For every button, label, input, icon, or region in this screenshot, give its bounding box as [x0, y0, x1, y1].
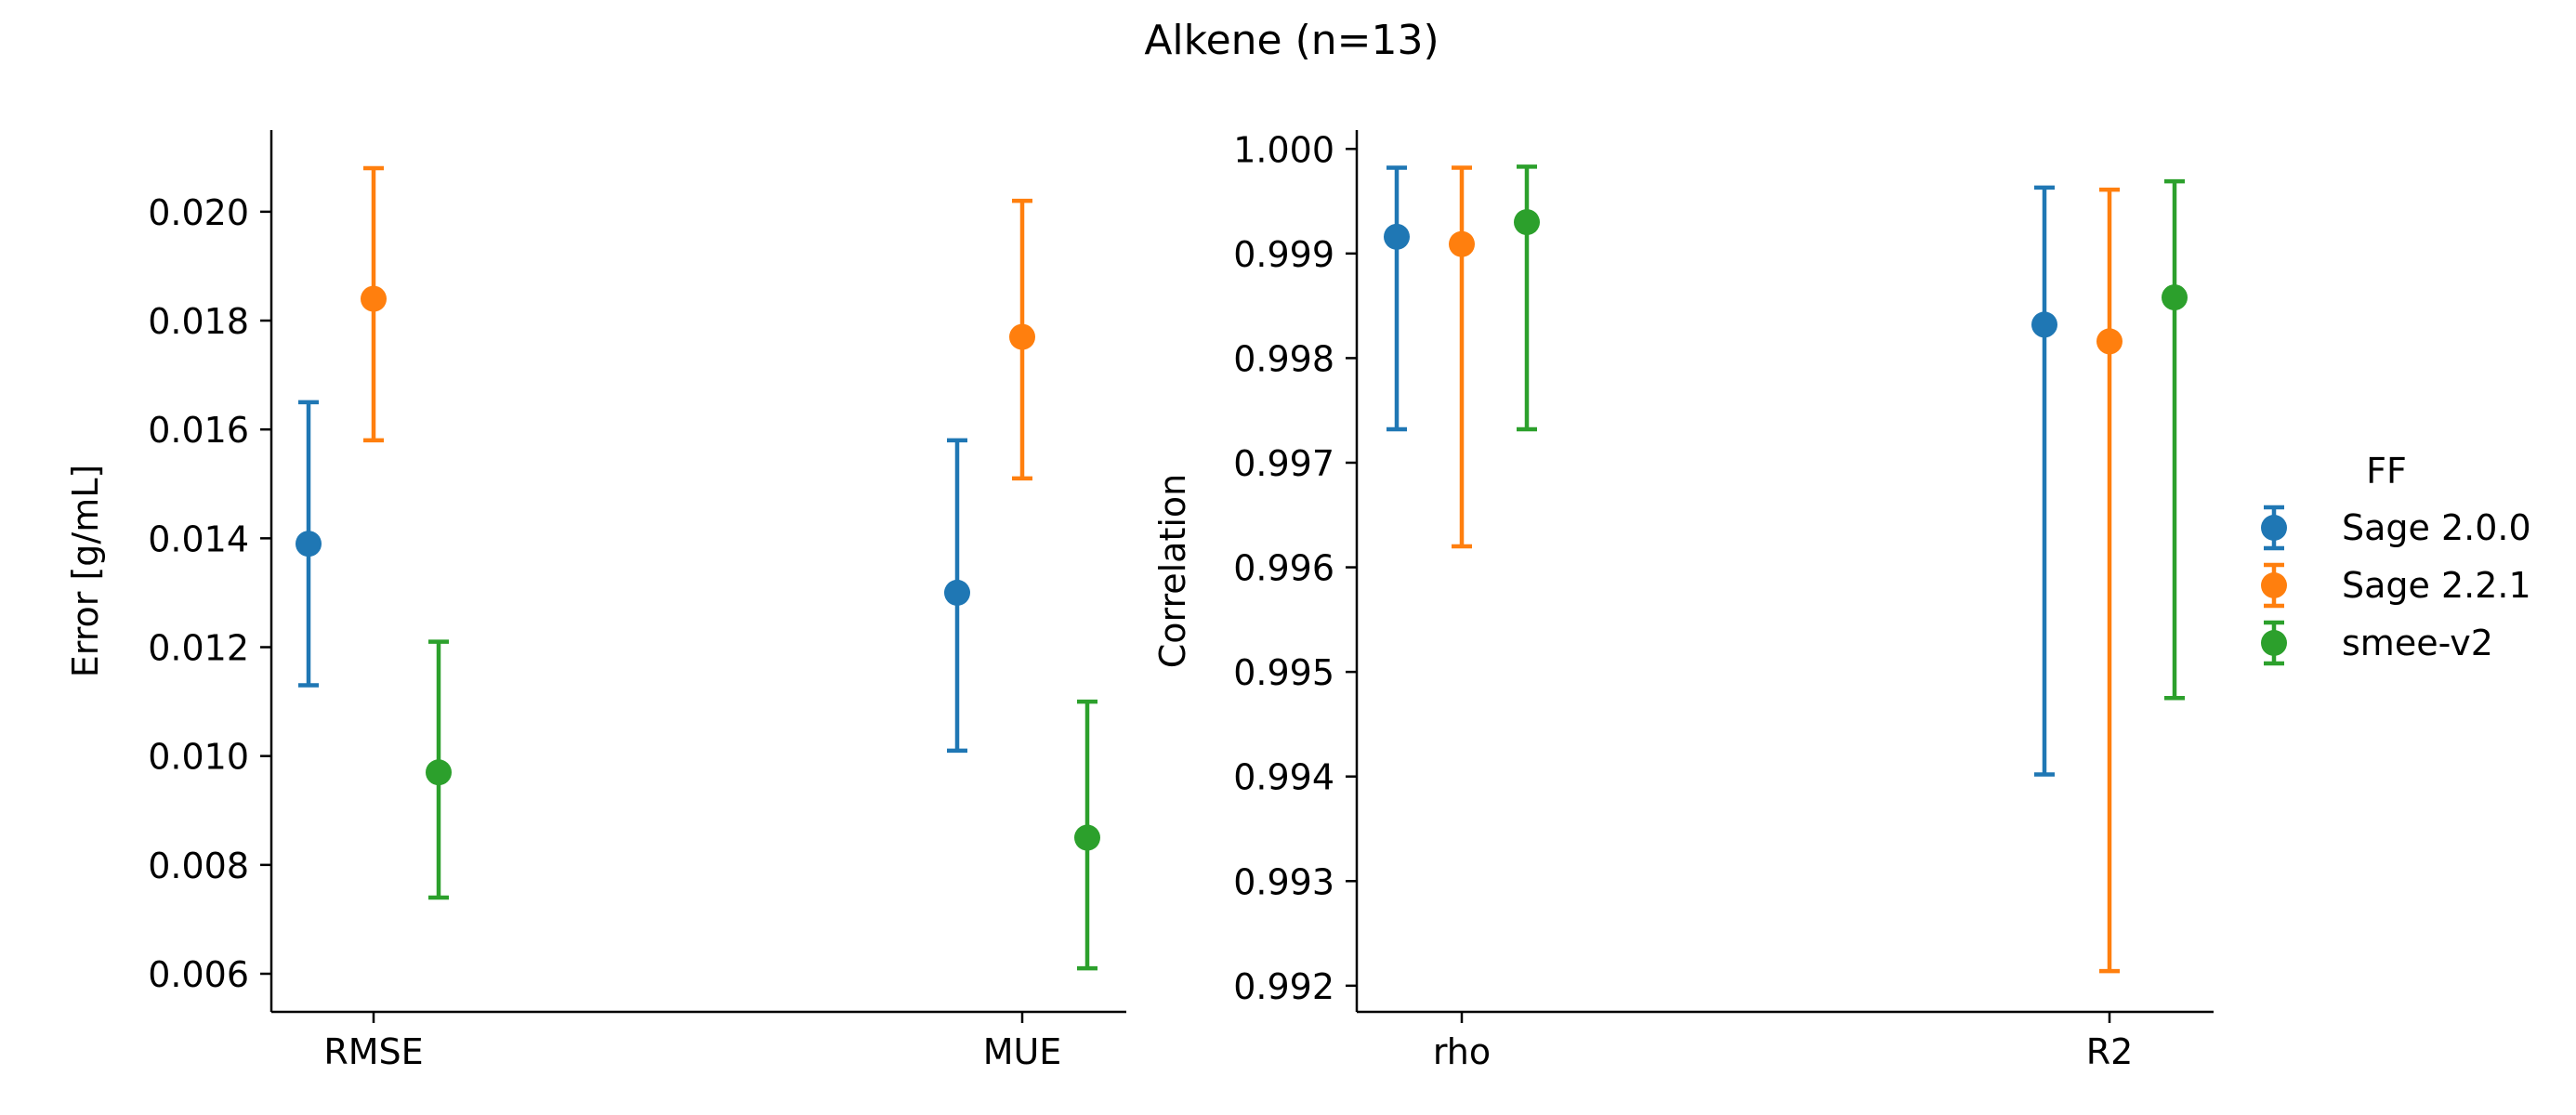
y-tick-label: 0.012 — [148, 628, 249, 669]
legend-label: Sage 2.0.0 — [2342, 507, 2531, 548]
legend-title: FF — [2366, 451, 2407, 492]
y-tick-label: 0.996 — [1233, 548, 1334, 589]
legend-label: Sage 2.2.1 — [2342, 565, 2531, 606]
legend: FF Sage 2.0.0 Sage 2.2.1 smee-v2 — [2261, 451, 2531, 666]
y-tick-label: 0.006 — [148, 954, 249, 995]
y-axis-label: Error [g/mL] — [65, 465, 106, 677]
y-tick-label: 0.995 — [1233, 652, 1334, 693]
y-tick-label: 0.016 — [148, 410, 249, 451]
x-tick-label: R2 — [2086, 1031, 2134, 1072]
legend-marker-point — [2261, 515, 2287, 541]
data-point — [2162, 284, 2188, 311]
data-point — [2096, 328, 2123, 355]
legend-marker-point — [2261, 572, 2287, 598]
data-point — [426, 759, 452, 786]
y-tick-label: 0.998 — [1233, 338, 1334, 379]
data-point — [361, 285, 387, 312]
x-tick-label: RMSE — [323, 1031, 423, 1072]
data-point — [1009, 323, 1035, 350]
data-point — [1449, 230, 1475, 257]
data-point — [1514, 209, 1540, 236]
figure-title: Alkene (n=13) — [1144, 17, 1439, 64]
x-tick-label: MUE — [983, 1031, 1062, 1072]
y-tick-label: 0.020 — [148, 192, 249, 233]
y-tick-label: 0.014 — [148, 518, 249, 559]
y-tick-label: 0.999 — [1233, 234, 1334, 275]
y-tick-label: 0.008 — [148, 846, 249, 886]
y-tick-label: 0.992 — [1233, 966, 1334, 1007]
correlation-panel: 0.992 0.993 0.994 0.995 0.996 0.997 0.998 0.999… — [1152, 129, 2214, 1072]
y-tick-label: 0.994 — [1233, 757, 1334, 798]
error-panel: 0.006 0.008 0.010 0.012 0.014 0.016 0.018 0.020… — [65, 130, 1126, 1072]
y-tick-label: 0.018 — [148, 301, 249, 342]
data-point — [296, 531, 322, 558]
data-point — [1384, 223, 1410, 250]
legend-label: smee-v2 — [2342, 623, 2493, 663]
x-tick-label: rho — [1433, 1031, 1491, 1072]
y-tick-label: 0.993 — [1233, 861, 1334, 902]
y-tick-label: 0.997 — [1233, 443, 1334, 484]
legend-marker-point — [2261, 630, 2287, 656]
data-point — [2031, 311, 2057, 338]
data-point — [944, 579, 970, 606]
y-tick-label: 1.000 — [1233, 129, 1334, 170]
data-point — [1074, 824, 1100, 851]
y-axis-label: Correlation — [1152, 474, 1193, 669]
y-tick-label: 0.010 — [148, 737, 249, 778]
